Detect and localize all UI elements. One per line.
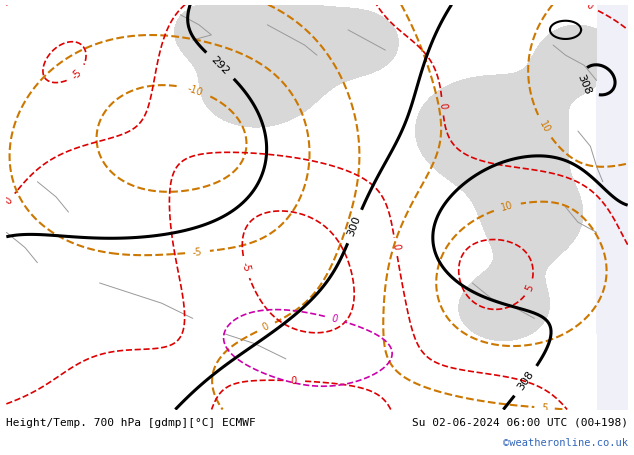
Text: -10: -10 — [186, 83, 205, 98]
Text: 0: 0 — [290, 375, 297, 386]
Text: Height/Temp. 700 hPa [gdmp][°C] ECMWF: Height/Temp. 700 hPa [gdmp][°C] ECMWF — [6, 418, 256, 428]
Text: -5: -5 — [192, 247, 203, 258]
Text: 0: 0 — [391, 243, 401, 251]
Text: 0: 0 — [261, 321, 271, 333]
Text: -5: -5 — [70, 67, 84, 81]
Text: 300: 300 — [346, 215, 363, 238]
Text: 0: 0 — [330, 313, 339, 324]
Text: 308: 308 — [575, 72, 593, 96]
Text: 0: 0 — [437, 103, 448, 110]
Text: 308: 308 — [515, 369, 536, 393]
Text: 5: 5 — [541, 403, 548, 413]
Text: 292: 292 — [209, 55, 231, 77]
Text: 0: 0 — [3, 196, 15, 207]
Text: ©weatheronline.co.uk: ©weatheronline.co.uk — [503, 438, 628, 448]
Text: 10: 10 — [500, 200, 514, 213]
Text: Su 02-06-2024 06:00 UTC (00+198): Su 02-06-2024 06:00 UTC (00+198) — [411, 418, 628, 428]
Text: -5: -5 — [240, 261, 252, 273]
Text: 0: 0 — [584, 0, 594, 12]
Text: 5: 5 — [524, 283, 536, 292]
Text: 10: 10 — [537, 119, 552, 134]
